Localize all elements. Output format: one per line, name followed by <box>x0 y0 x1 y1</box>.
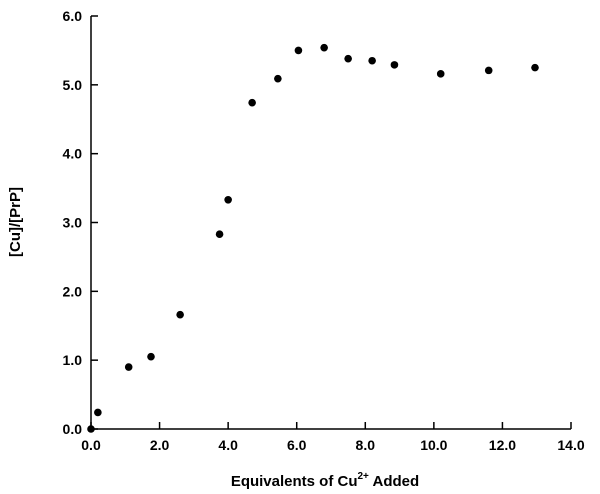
x-tick-label: 14.0 <box>557 437 584 453</box>
y-ticks: 0.0 1.0 2.0 3.0 4.0 5.0 6.0 <box>63 8 98 437</box>
data-point <box>390 61 399 69</box>
x-tick-label: 0.0 <box>81 437 101 453</box>
data-point <box>94 408 102 417</box>
x-tick-label: 2.0 <box>150 437 170 453</box>
y-tick-label: 3.0 <box>63 215 83 231</box>
data-point <box>274 74 282 83</box>
y-tick-label: 2.0 <box>63 283 83 299</box>
y-axis-title: [Cu]/[PrP] <box>7 187 24 257</box>
data-point <box>320 43 328 52</box>
x-tick-label: 8.0 <box>356 437 376 453</box>
data-point <box>124 363 133 371</box>
x-axis-title-superscript: 2+ <box>358 471 370 482</box>
data-point <box>147 352 155 361</box>
data-point <box>294 46 303 55</box>
x-tick-label: 10.0 <box>420 437 447 453</box>
y-tick-label: 4.0 <box>63 146 83 162</box>
x-axis-title-suffix: Added <box>369 473 419 490</box>
y-tick-label: 6.0 <box>63 8 83 24</box>
x-axis-title-main: Equivalents of Cu <box>231 473 358 490</box>
x-ticks: 0.0 2.0 4.0 6.0 8.0 10.0 12.0 14.0 <box>81 422 585 453</box>
data-points <box>87 43 539 433</box>
data-point <box>368 56 376 65</box>
data-point <box>436 70 445 78</box>
x-axis-title: Equivalents of Cu2+ Added <box>231 471 419 490</box>
y-tick-label: 0.0 <box>63 421 83 437</box>
x-tick-label: 4.0 <box>218 437 238 453</box>
data-point <box>484 66 493 75</box>
data-point <box>531 63 539 72</box>
data-point <box>87 425 95 433</box>
y-tick-label: 5.0 <box>63 77 83 93</box>
data-point <box>224 195 232 204</box>
data-point <box>344 54 352 63</box>
data-point <box>176 310 184 319</box>
plot-area <box>90 16 571 430</box>
x-tick-label: 12.0 <box>489 437 516 453</box>
x-tick-label: 6.0 <box>287 437 307 453</box>
y-tick-label: 1.0 <box>63 352 83 368</box>
data-point <box>248 98 256 107</box>
data-point <box>215 230 224 239</box>
